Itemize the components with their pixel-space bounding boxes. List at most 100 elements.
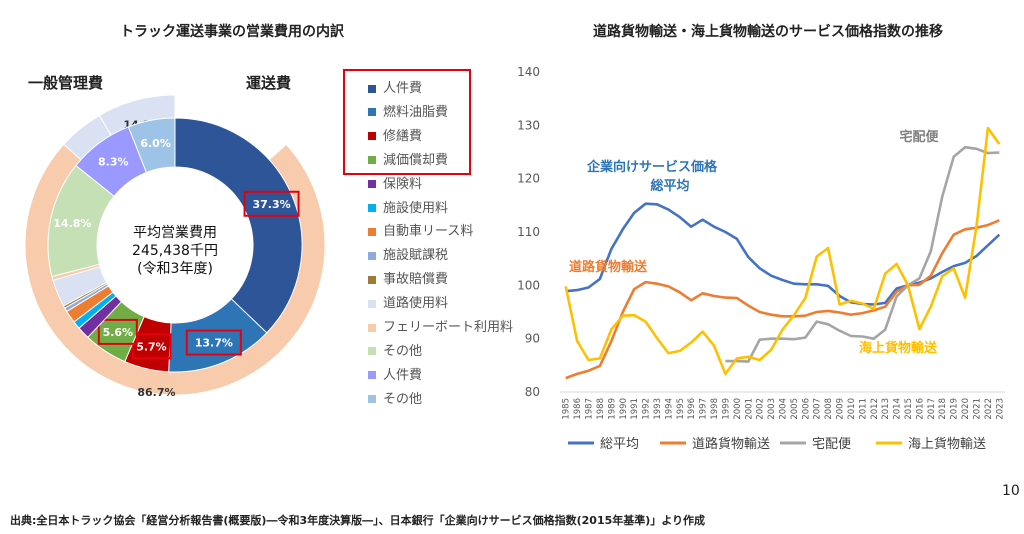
legend-swatch <box>368 371 376 380</box>
legend-item: 保険料 <box>368 173 422 192</box>
x-tick-label: 2020 <box>961 398 971 420</box>
legend-swatch <box>368 323 376 332</box>
legend-swatch <box>368 227 376 236</box>
slice-label: 6.0% <box>140 137 171 150</box>
x-tick-label: 1999 <box>721 398 731 420</box>
highlight-box <box>97 318 138 345</box>
inner-slice <box>174 117 303 334</box>
x-tick-label: 2002 <box>756 398 766 420</box>
legend-item: フェリーボート利用料 <box>368 316 513 335</box>
x-tick-label: 2018 <box>938 398 948 420</box>
legend-label: 施設賦課税 <box>383 248 449 264</box>
slice-label: 8.3% <box>98 155 129 168</box>
x-tick-label: 2000 <box>733 398 743 420</box>
slice-label: 14.8% <box>53 217 91 230</box>
legend-series-label: 道路貨物輸送 <box>692 436 770 452</box>
legend-label: 燃料油脂費 <box>383 104 449 120</box>
legend-item: その他 <box>368 388 423 407</box>
series-annotation: 海上貨物輸送 <box>859 340 938 356</box>
x-tick-label: 2013 <box>881 398 891 420</box>
x-tick-label: 1997 <box>699 398 709 420</box>
x-tick-label: 1993 <box>653 398 663 420</box>
series-line <box>565 219 1000 380</box>
legend-item: 人件費 <box>368 77 423 96</box>
x-tick-label: 2022 <box>984 398 994 420</box>
legend-swatch <box>368 204 376 212</box>
legend-item: その他 <box>368 340 423 359</box>
x-tick-label: 2009 <box>836 398 846 420</box>
center-total: 245,438千円 <box>132 243 218 259</box>
y-tick-label: 80 <box>525 385 540 399</box>
legend-series-label: 宅配便 <box>812 437 851 452</box>
legend-label: 修繕費 <box>383 128 423 144</box>
center-caption: 平均営業費用 <box>133 225 217 241</box>
x-tick-label: 1986 <box>573 398 583 420</box>
legend-swatch <box>368 299 376 308</box>
x-tick-label: 1992 <box>642 398 652 420</box>
legend-item: 人件費 <box>368 364 423 383</box>
x-tick-label: 1995 <box>676 398 686 420</box>
series-line <box>564 126 1001 376</box>
y-tick-label: 120 <box>517 172 540 186</box>
x-tick-label: 1994 <box>664 398 674 420</box>
donut-chart: 14.2%37.3%13.7%5.7%5.6%14.8%8.3%6.0%86.7… <box>24 94 326 399</box>
slice-label: 37.3% <box>252 198 290 211</box>
legend-highlight-box <box>343 69 471 175</box>
legend-swatch <box>368 251 376 260</box>
highlight-box <box>131 333 172 360</box>
legend-swatch <box>368 156 376 165</box>
x-tick-label: 2003 <box>767 398 777 420</box>
center-period: (令和3年度) <box>137 261 213 277</box>
line-chart-title: 道路貨物輸送・海上貨物輸送のサービス価格指数の推移 <box>593 24 943 40</box>
legend-swatch <box>368 132 376 141</box>
highlight-box <box>243 190 300 217</box>
x-tick-label: 1998 <box>710 398 720 420</box>
legend-swatch <box>368 108 376 117</box>
y-tick-label: 100 <box>517 278 540 292</box>
y-tick-label: 90 <box>525 332 540 346</box>
inner-slice <box>127 117 176 174</box>
legend-swatch <box>368 180 376 189</box>
series-annotation: 宅配便 <box>899 129 939 145</box>
highlight-box <box>185 329 242 356</box>
legend-swatch <box>368 275 376 284</box>
series-annotation: 総平均 <box>650 178 689 194</box>
legend-item: 修繕費 <box>368 125 423 144</box>
legend-label: その他 <box>383 343 423 359</box>
x-tick-label: 2015 <box>904 398 914 420</box>
slice-label: 13.7% <box>195 337 233 350</box>
slice-label: 5.6% <box>103 326 134 339</box>
x-tick-label: 1991 <box>630 398 640 420</box>
x-tick-label: 2019 <box>950 398 960 420</box>
x-tick-label: 1987 <box>585 398 595 420</box>
legend-swatch <box>368 395 376 404</box>
x-tick-label: 1985 <box>562 398 572 420</box>
y-tick-label: 140 <box>517 65 540 79</box>
legend-item: 道路使用料 <box>368 292 448 311</box>
source-note: 出典:全日本トラック協会「経営分析報告書(概要版)―令和3年度決算版―」、日本銀… <box>10 514 706 527</box>
legend-series-label: 海上貨物輸送 <box>908 436 986 452</box>
legend-swatch <box>368 347 376 356</box>
x-tick-label: 2008 <box>824 398 834 420</box>
x-tick-label: 2006 <box>801 398 811 420</box>
x-tick-label: 1989 <box>607 398 617 420</box>
slice-label: 86.7% <box>137 386 175 399</box>
slice-label: 5.7% <box>136 340 167 353</box>
legend-item: 燃料油脂費 <box>368 101 449 120</box>
legend-swatch <box>368 84 376 93</box>
y-tick-label: 110 <box>517 225 540 239</box>
legend-item: 事故賠償費 <box>368 268 449 288</box>
x-tick-label: 2004 <box>779 398 789 420</box>
page-number: 10 <box>1002 483 1020 499</box>
x-tick-label: 2021 <box>972 398 982 420</box>
legend-label: 人件費 <box>383 367 423 383</box>
series-annotation: 道路貨物輸送 <box>569 259 648 275</box>
x-tick-label: 2001 <box>744 398 754 420</box>
y-tick-label: 130 <box>517 118 540 132</box>
legend-label: その他 <box>383 391 423 407</box>
legend-label: 事故賠償費 <box>383 272 449 288</box>
series-line <box>565 202 1001 306</box>
transport-cost-label: 運送費 <box>246 74 292 92</box>
legend-label: 人件費 <box>383 81 423 96</box>
